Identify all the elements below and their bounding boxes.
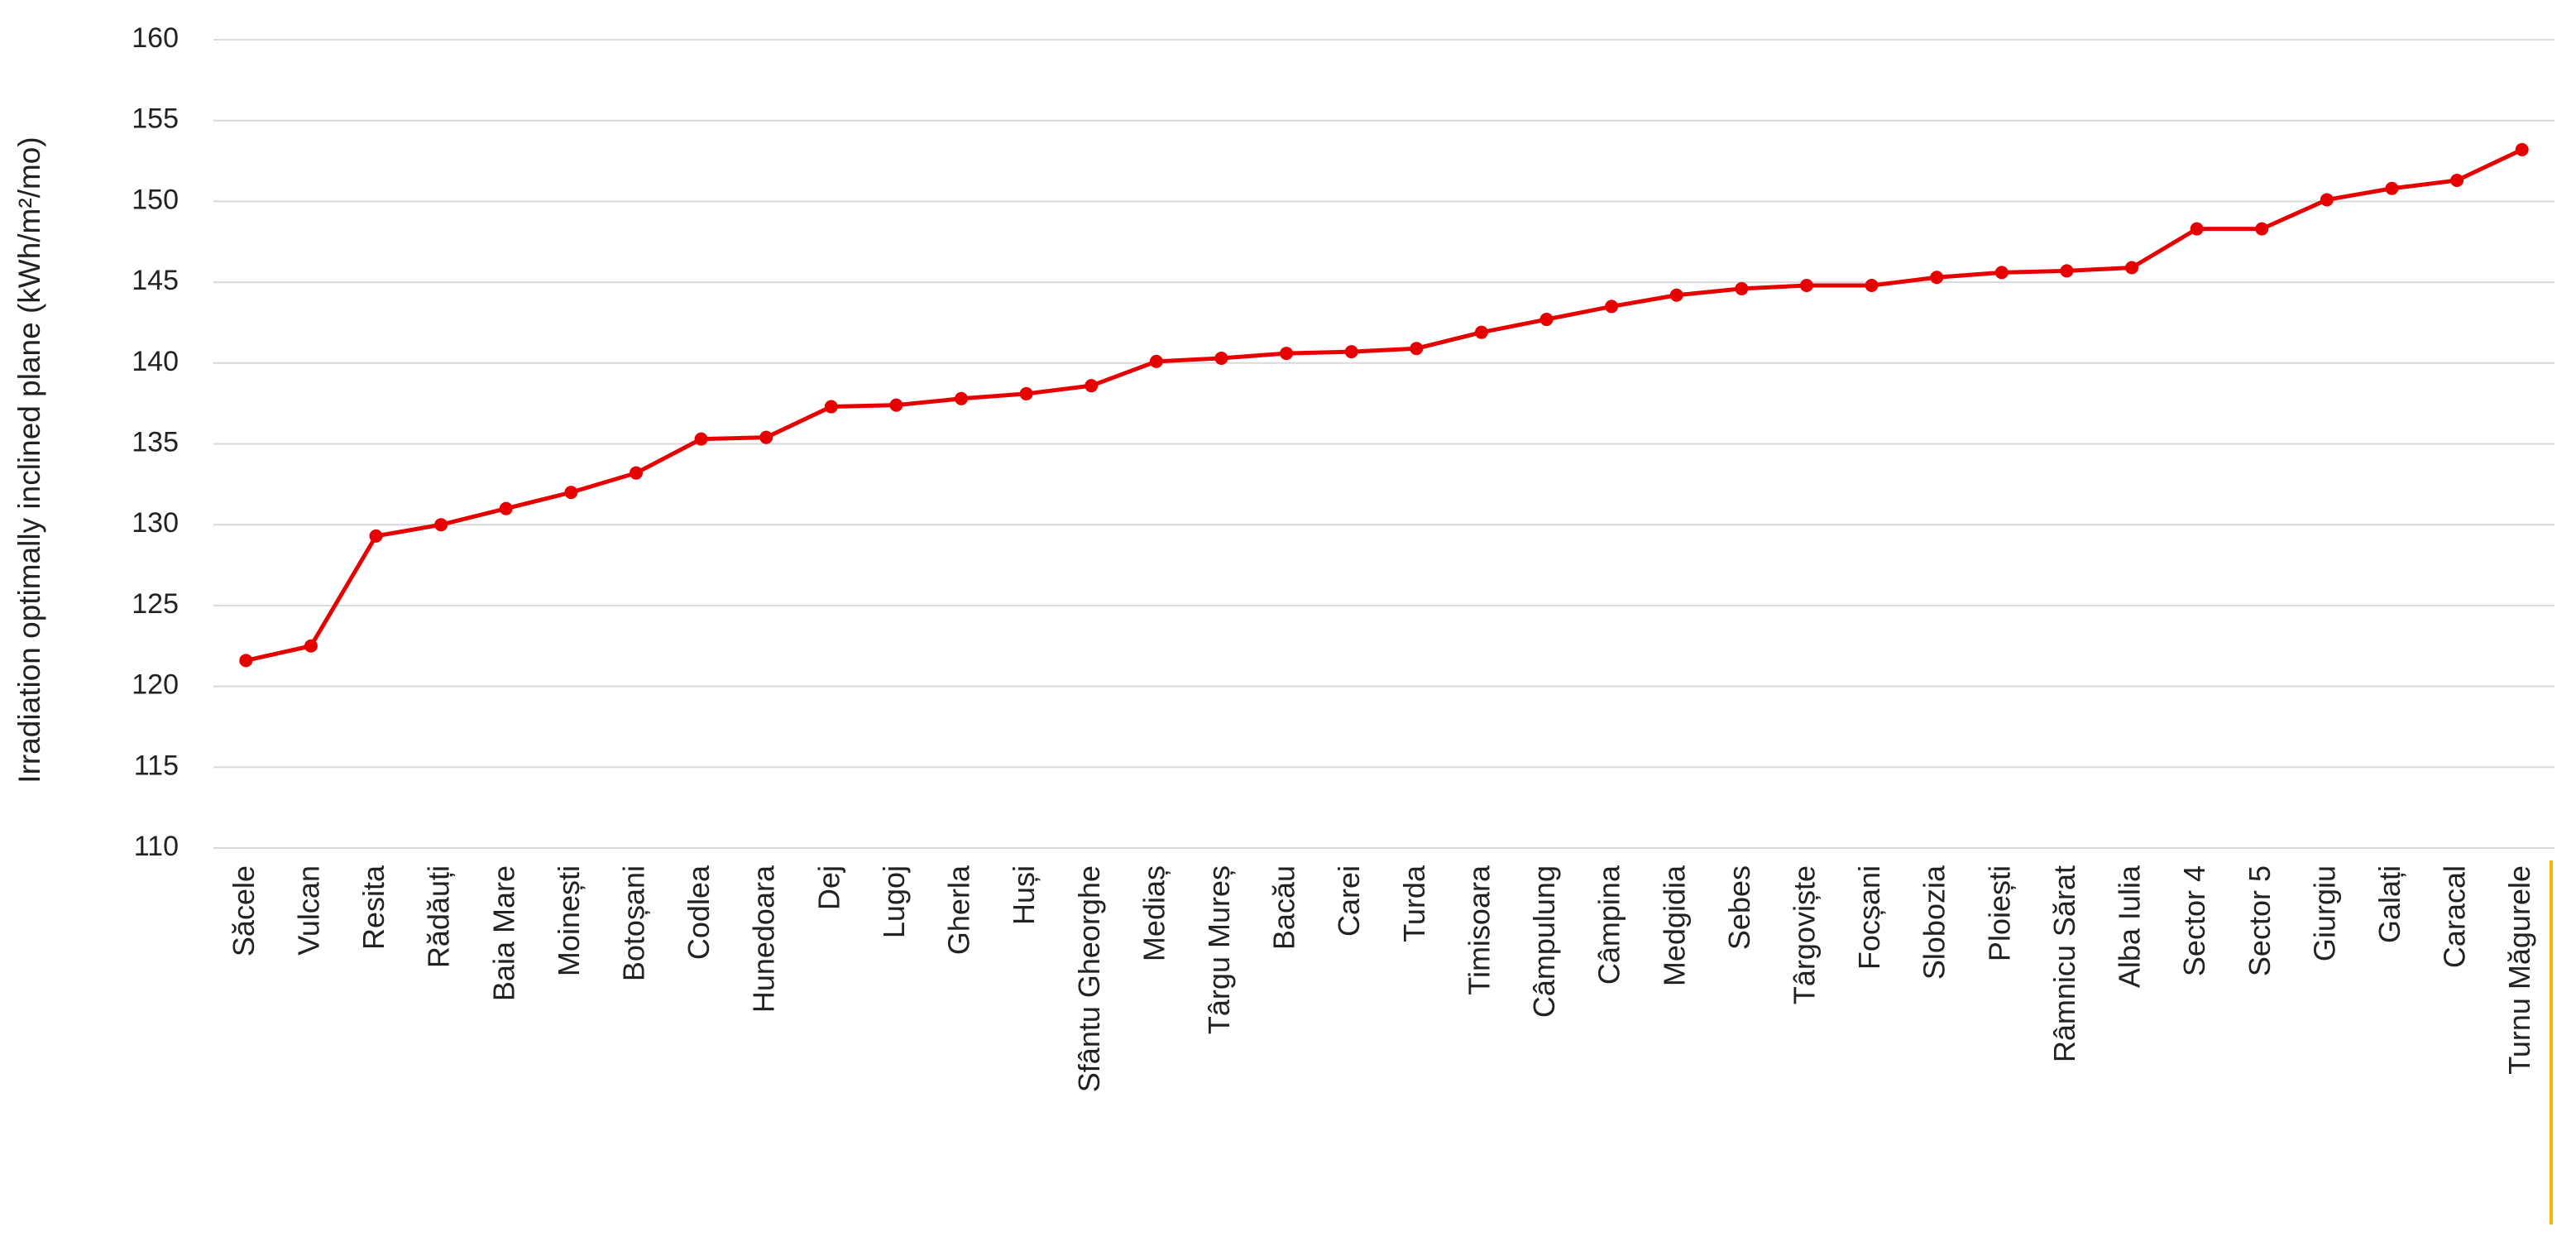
x-tick-label: Alba Iulia	[2113, 865, 2147, 988]
data-point	[1149, 354, 1163, 368]
data-point	[2190, 222, 2204, 236]
data-point	[1019, 386, 1033, 400]
x-tick-label: Giurgiu	[2307, 865, 2341, 961]
data-point	[369, 529, 383, 543]
x-tick-label: Săcele	[227, 865, 261, 956]
y-tick-label: 145	[132, 265, 179, 296]
x-tick-label: Galați	[2373, 865, 2406, 943]
data-point	[1735, 281, 1749, 295]
x-tick-label: Câmpulung	[1527, 865, 1561, 1018]
data-point	[2255, 222, 2269, 236]
data-line	[245, 147, 2523, 663]
data-point	[2320, 193, 2334, 207]
x-tick-label: Turnu Măgurele	[2502, 865, 2536, 1075]
data-point	[824, 400, 838, 414]
data-point	[1605, 300, 1619, 314]
data-point	[239, 654, 253, 668]
x-tick-label: Codlea	[682, 865, 716, 960]
data-point	[564, 486, 578, 500]
y-tick-label: 135	[132, 426, 179, 458]
y-tick-label: 120	[132, 669, 179, 701]
data-point	[1344, 345, 1358, 359]
y-tick-label: 125	[132, 588, 179, 620]
x-tick-label: Sector 5	[2243, 865, 2277, 976]
x-tick-label: Vulcan	[291, 865, 325, 956]
x-tick-label: Carei	[1332, 865, 1366, 937]
x-tick-label: Târgu Mureș	[1202, 865, 1236, 1034]
data-point	[2385, 181, 2399, 195]
y-tick-label: 115	[134, 750, 179, 781]
x-tick-label: Turda	[1397, 865, 1431, 942]
data-point	[499, 501, 513, 515]
x-tick-label: Dej	[812, 865, 845, 910]
x-tick-label: Ploiești	[1982, 865, 2016, 961]
data-point	[1085, 379, 1099, 393]
data-point	[1280, 347, 1294, 361]
x-tick-label: Sector 4	[2177, 865, 2211, 976]
data-point	[2060, 264, 2074, 278]
x-tick-label: Hunedoara	[747, 865, 781, 1013]
data-point	[629, 466, 643, 480]
y-tick-label: 155	[132, 103, 179, 135]
x-tick-label: Medgidia	[1657, 865, 1691, 986]
x-tick-label: Mediaș	[1137, 865, 1171, 961]
data-point	[1214, 351, 1228, 365]
data-point	[955, 391, 969, 405]
x-tick-label: Slobozia	[1918, 865, 1951, 980]
data-point	[1994, 266, 2009, 280]
x-tick-label: Lugoj	[877, 865, 911, 938]
x-tick-label: Câmpina	[1592, 865, 1626, 985]
x-tick-label: Huși	[1007, 865, 1041, 925]
data-point	[1539, 313, 1554, 327]
x-tick-label: Moinești	[552, 865, 586, 976]
data-point	[1474, 325, 1488, 339]
y-axis-title: Irradiation optimally inclined plane (kW…	[12, 137, 46, 783]
x-tick-label: Sebes	[1722, 865, 1756, 950]
y-tick-label: 130	[132, 507, 179, 539]
x-tick-label: Resita	[357, 865, 390, 950]
data-point	[694, 432, 708, 446]
data-point	[759, 430, 773, 444]
x-tick-label: Botoșani	[616, 865, 650, 981]
data-point	[2125, 261, 2139, 275]
data-point	[1799, 279, 1813, 293]
data-point	[1410, 342, 1424, 356]
data-point	[2450, 173, 2464, 187]
y-tick-label: 140	[132, 346, 179, 377]
x-tick-label: Baia Mare	[486, 865, 520, 1001]
data-point	[1669, 288, 1683, 302]
x-tick-label: Gherla	[942, 865, 976, 955]
data-point	[2515, 142, 2529, 156]
x-tick-label: Sfântu Gheorghe	[1072, 865, 1106, 1092]
data-point	[889, 398, 903, 412]
y-tick-label: 150	[132, 184, 179, 215]
x-tick-label: Rădăuți	[422, 865, 456, 968]
x-tick-label: Caracal	[2438, 865, 2472, 968]
data-point	[1865, 279, 1879, 293]
y-tick-label: 160	[132, 22, 179, 54]
data-point	[434, 518, 448, 532]
x-tick-label: Târgoviște	[1787, 865, 1821, 1004]
data-point	[304, 639, 318, 653]
x-tick-label: Timisoara	[1462, 865, 1496, 995]
data-point	[1930, 271, 1944, 285]
y-tick-label: 110	[134, 831, 179, 862]
x-tick-label: Focșani	[1852, 865, 1886, 970]
x-tick-label: Bacău	[1267, 865, 1301, 950]
x-tick-label: Râmnicu Sărat	[2047, 865, 2081, 1062]
